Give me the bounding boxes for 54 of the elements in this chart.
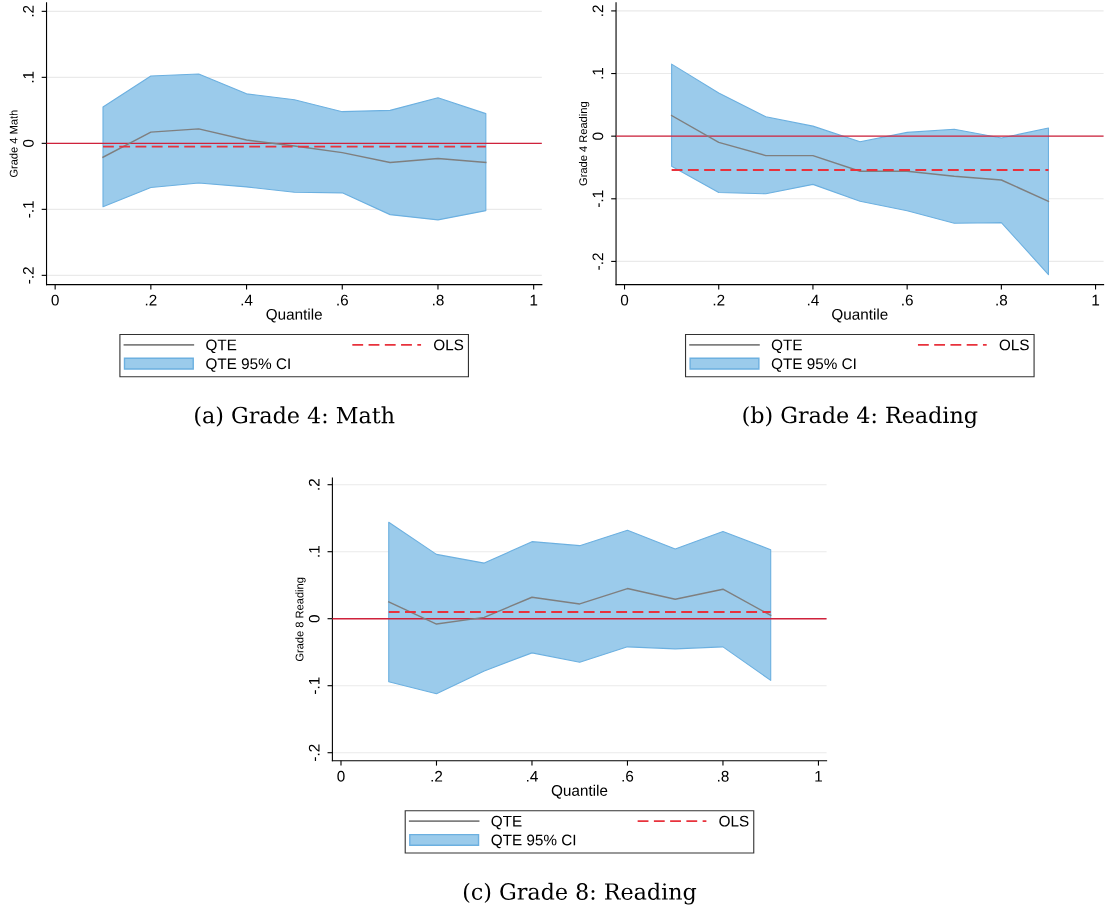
x-tick-label: .4 xyxy=(807,294,819,306)
y-tick-label: -.1 xyxy=(592,190,604,208)
x-tick-label: .2 xyxy=(145,294,157,306)
text: QTE 95% CI xyxy=(771,358,856,372)
y-tick-label: .1 xyxy=(309,546,320,557)
y-axis-title: Grade 4 Math xyxy=(9,110,18,178)
x-tick-label: 1 xyxy=(815,771,822,782)
y-tick-label: .1 xyxy=(23,71,34,83)
y-tick-label: -.1 xyxy=(23,201,34,218)
x-axis-title: Quantile xyxy=(551,784,608,799)
x-tick-label: 0 xyxy=(51,294,59,306)
legend-label: OLS xyxy=(999,339,1029,351)
y-tick-label: .2 xyxy=(22,5,34,17)
y-tick-label: 0 xyxy=(308,615,320,623)
y-tick-label: .2 xyxy=(592,5,604,16)
y-tick-label: -.2 xyxy=(22,267,34,284)
x-tick-label: .4 xyxy=(241,294,253,306)
y-tick-label: .2 xyxy=(308,479,320,490)
line-series xyxy=(102,128,487,164)
x-tick-label: 0 xyxy=(337,770,345,782)
x-tick-label: .2 xyxy=(431,770,443,782)
y-tick-label: 0 xyxy=(592,132,604,140)
x-tick-label: .6 xyxy=(622,770,634,782)
legend-label: OLS xyxy=(719,815,749,827)
legend-label: QTE xyxy=(491,815,522,830)
y-tick-label: .1 xyxy=(592,67,604,79)
legend-label: OLS xyxy=(434,339,464,351)
x-tick-label: 1 xyxy=(1092,294,1100,306)
x-tick-label: 0 xyxy=(620,294,629,306)
text: (a) Grade 4: Math xyxy=(195,406,395,427)
x-tick-label: .6 xyxy=(902,294,913,306)
x-tick-label: .8 xyxy=(717,770,729,782)
x-tick-label: .4 xyxy=(527,771,538,782)
legend-label: QTE xyxy=(771,339,802,354)
line-series xyxy=(670,114,1050,202)
y-tick-label: -.2 xyxy=(308,744,320,761)
line-series xyxy=(388,587,772,625)
x-tick-label: 1 xyxy=(530,294,538,306)
x-axis-title: Quantile xyxy=(832,308,888,323)
x-axis-title: Quantile xyxy=(266,308,322,323)
y-tick-label: -.2 xyxy=(592,253,604,270)
legend-label: QTE xyxy=(206,339,237,354)
text: QTE 95% CI xyxy=(491,834,576,849)
x-tick-label: .6 xyxy=(337,294,348,306)
x-tick-label: .2 xyxy=(713,294,725,306)
y-tick-label: 0 xyxy=(22,139,34,147)
text: (c) Grade 8: Reading xyxy=(463,882,697,905)
text: QTE 95% CI xyxy=(206,358,290,372)
y-axis-title: Grade 8 Reading xyxy=(295,577,306,662)
text: (b) Grade 4: Reading xyxy=(743,406,978,428)
x-tick-label: .8 xyxy=(996,294,1008,306)
x-tick-label: .8 xyxy=(433,294,444,306)
y-axis-title: Grade 4 Reading xyxy=(578,102,590,186)
y-tick-label: -.1 xyxy=(309,677,320,694)
